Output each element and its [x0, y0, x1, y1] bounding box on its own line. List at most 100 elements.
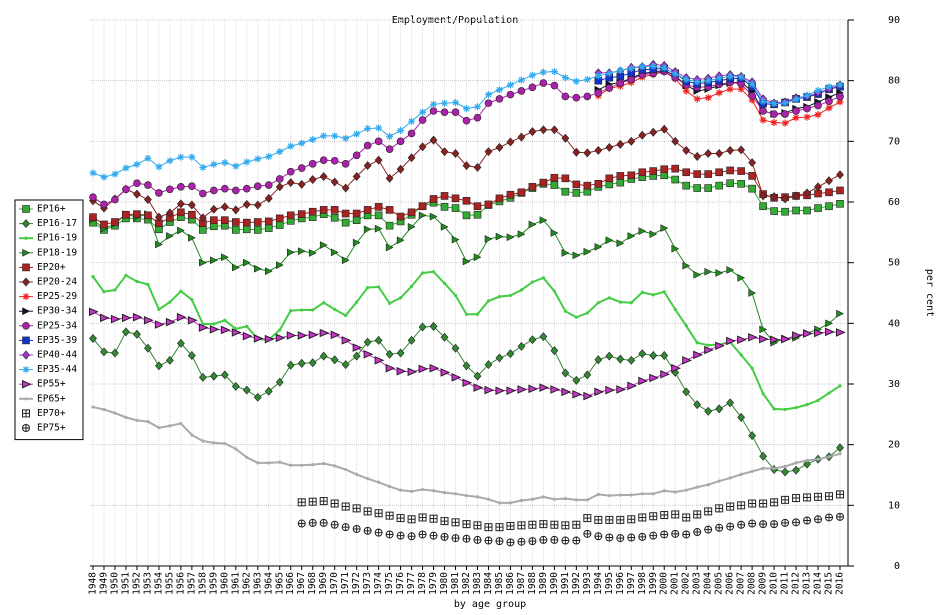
marker-part — [319, 206, 328, 214]
marker — [188, 182, 196, 191]
marker-part — [352, 209, 361, 218]
marker-part — [452, 534, 460, 542]
marker — [179, 421, 183, 426]
marker-part — [693, 528, 701, 536]
x-tick-label: 1962 — [241, 572, 252, 595]
marker-part — [309, 519, 317, 527]
marker-part — [155, 361, 163, 371]
marker-part — [353, 130, 361, 138]
x-tick-label: 2008 — [747, 572, 758, 595]
x-tick-label: 2009 — [758, 572, 769, 595]
marker — [704, 170, 712, 178]
marker — [275, 377, 284, 387]
marker — [627, 355, 636, 365]
marker — [256, 461, 260, 465]
marker — [495, 95, 504, 103]
marker — [264, 193, 273, 203]
marker — [704, 525, 713, 534]
marker — [155, 361, 163, 371]
marker-part — [550, 125, 559, 135]
marker-part — [517, 230, 526, 239]
marker — [319, 328, 330, 338]
marker — [311, 463, 315, 467]
legend-item: EP16-17 — [19, 218, 77, 229]
marker — [166, 232, 174, 240]
marker — [594, 355, 603, 365]
marker — [671, 175, 680, 184]
legend-label: EP35-39 — [37, 335, 77, 346]
marker-part — [22, 277, 30, 287]
marker-part — [308, 249, 317, 257]
marker-part — [748, 520, 756, 528]
marker — [616, 534, 625, 543]
x-tick-label: 2005 — [714, 572, 725, 595]
marker — [750, 366, 754, 370]
marker — [594, 532, 603, 541]
marker — [684, 488, 688, 492]
y-tick-label: 20 — [888, 440, 900, 451]
marker — [693, 152, 702, 161]
marker — [342, 134, 350, 142]
marker — [660, 224, 669, 232]
marker-part — [234, 447, 238, 451]
marker — [330, 248, 339, 257]
marker-part — [462, 161, 471, 171]
marker — [594, 242, 603, 251]
marker-part — [89, 169, 97, 177]
marker-part — [475, 312, 480, 316]
marker — [187, 351, 196, 360]
marker — [297, 498, 306, 507]
marker-part — [517, 132, 526, 142]
marker — [550, 346, 559, 356]
legend-label: EP30-34 — [37, 306, 77, 317]
marker — [660, 351, 669, 360]
marker — [715, 341, 725, 351]
marker-part — [419, 530, 427, 538]
marker-part — [429, 135, 438, 145]
marker-part — [517, 76, 525, 84]
marker-part — [803, 329, 813, 338]
marker-part — [176, 338, 185, 348]
marker-part — [660, 64, 668, 72]
marker — [682, 530, 691, 539]
marker-part — [342, 503, 350, 511]
marker-part — [550, 229, 559, 237]
marker-part — [22, 321, 30, 330]
x-tick-label: 1979 — [428, 572, 439, 595]
marker-part — [309, 136, 317, 144]
marker-part — [506, 538, 514, 546]
marker — [671, 136, 680, 146]
marker-part — [506, 386, 517, 395]
marker — [550, 125, 559, 135]
marker-part — [792, 114, 800, 122]
marker — [486, 299, 491, 303]
marker-part — [24, 236, 28, 240]
marker — [276, 261, 284, 269]
marker-part — [781, 99, 789, 107]
marker-part — [726, 336, 736, 346]
marker — [836, 490, 844, 499]
marker-part — [825, 202, 833, 211]
marker-part — [462, 361, 471, 371]
marker-part — [561, 521, 569, 529]
marker — [475, 495, 480, 499]
marker-part — [495, 142, 504, 152]
marker-part — [781, 467, 789, 477]
marker-part — [660, 530, 668, 538]
marker — [286, 211, 295, 220]
marker — [484, 235, 493, 243]
x-tick-label: 1982 — [461, 572, 472, 595]
marker — [407, 532, 416, 541]
marker-part — [803, 517, 811, 524]
marker-part — [616, 66, 624, 74]
marker — [352, 209, 361, 218]
marker — [508, 501, 513, 505]
marker — [836, 309, 845, 318]
marker — [748, 92, 756, 100]
marker-part — [430, 515, 438, 523]
marker — [572, 375, 581, 385]
marker-part — [506, 137, 515, 147]
marker-part — [462, 378, 473, 388]
marker — [748, 431, 757, 441]
